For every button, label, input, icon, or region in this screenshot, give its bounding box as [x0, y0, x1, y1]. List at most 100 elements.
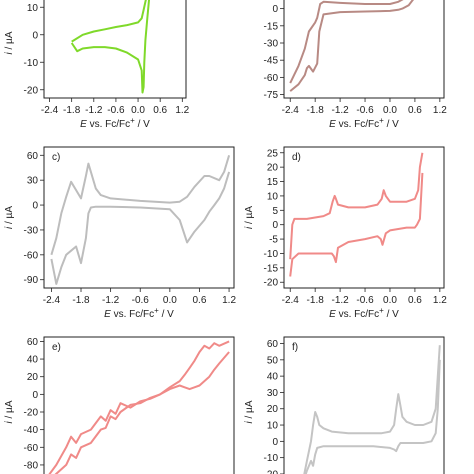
cv-trace-2 [50, 171, 231, 285]
panel-2: -2.4-1.8-1.2-0.60.00.61.2150-15-30-45-60… [264, 0, 447, 130]
panel-5: 60 40 20 0 -20 -40 -60 -80 e) i / µA [4, 336, 235, 474]
y-tick-label: 40 [267, 372, 279, 383]
y-tick-label: 10 [267, 191, 279, 202]
x-tick-label: -1.2 [331, 105, 349, 116]
x-tick-label: 0.6 [408, 295, 422, 306]
cv-trace-1 [48, 340, 230, 474]
panel-label: f) [292, 342, 298, 353]
x-tick-label: 1.2 [222, 295, 236, 306]
y-tick-label: -20 [24, 408, 39, 419]
y-tick-label: -15 [264, 21, 279, 32]
cv-trace-1 [71, 0, 147, 43]
y-tick-label: 15 [267, 177, 279, 188]
plot-frame [43, 0, 187, 99]
plot-frame [43, 146, 235, 289]
y-tick-label: -5 [269, 235, 278, 246]
y-tick-label: -60 [24, 443, 39, 454]
y-tick-label: -30 [264, 39, 279, 50]
panel-label: c) [52, 152, 60, 163]
cv-trace-1 [289, 0, 404, 84]
y-tick-label: -10 [264, 453, 279, 464]
panel-1: -2.4 -1.8 -1.2 -0.6 0.0 0.6 1.2 10 0 -10 -20 E vs. … [4, 0, 190, 130]
cv-trace-2 [289, 0, 414, 92]
x-tick-label: -1.2 [331, 295, 349, 306]
cv-trace-2 [54, 351, 230, 474]
x-tick-label: -2.4 [43, 295, 61, 306]
x-tick-label: 0.6 [153, 105, 167, 116]
y-tick-label: 50 [267, 355, 279, 366]
y-tick-label: 20 [267, 404, 279, 415]
cv-trace-1 [289, 152, 424, 260]
y-axis-label: i / µA [244, 206, 255, 229]
plot-frame [43, 336, 235, 474]
y-axis-label: i / µA [4, 400, 15, 423]
y-axis-label: i / µA [244, 400, 255, 423]
x-tick-label: -1.8 [63, 105, 81, 116]
y-axis-label: i / µA [4, 206, 15, 229]
x-tick-label: 1.2 [433, 295, 447, 306]
y-tick-label: -10 [264, 249, 279, 260]
y-tick-label: 30 [267, 388, 279, 399]
x-tick-label: -0.6 [356, 295, 374, 306]
x-tick-label: -1.8 [72, 295, 90, 306]
plot-frame [283, 336, 445, 474]
panel-4: -2.4 -1.8 -1.2 -0.6 0.0 0.6 1.2 25 20 15 10 5 0 -5 -10… [244, 146, 447, 320]
x-tick-label: 0.0 [383, 105, 397, 116]
y-tick-label: 0 [272, 437, 278, 448]
cv-trace-2 [304, 359, 441, 474]
y-axis-label: i / µA [4, 31, 15, 54]
y-tick-label: 0 [272, 4, 278, 15]
y-tick-label: 20 [267, 163, 279, 174]
x-tick-label: 0.0 [131, 105, 145, 116]
x-axis-label: E vs. Fc/Fc+ / V [80, 116, 150, 130]
y-tick-label: -60 [264, 73, 279, 84]
cv-trace-2 [289, 172, 424, 277]
x-tick-label: -0.6 [132, 295, 150, 306]
plot-frame [283, 146, 445, 289]
cv-trace-2 [70, 0, 151, 94]
panel-6: 60 50 40 30 20 10 0 -10 -20 f) i / µA [244, 336, 445, 474]
x-axis-label: E vs. Fc/Fc+ / V [104, 306, 174, 320]
y-tick-label: -30 [24, 225, 39, 236]
y-tick-label: -75 [264, 90, 279, 101]
x-tick-label: 0.0 [383, 295, 397, 306]
y-tick-label: -80 [24, 460, 39, 471]
y-tick-label: 25 [267, 148, 279, 159]
x-axis-label: E vs. Fc/Fc+ / V [329, 116, 399, 130]
panel-3: -2.4 -1.8 -1.2 -0.6 0.0 0.6 1.2 60 30 0 -30 -60 -90 c… [4, 146, 236, 320]
y-tick-label: 5 [272, 206, 278, 217]
x-tick-label: -0.6 [356, 105, 374, 116]
x-tick-label: -1.8 [307, 105, 325, 116]
cv-trace-1 [50, 155, 231, 256]
panel-label: e) [52, 342, 61, 353]
y-tick-label: -20 [24, 85, 39, 96]
x-tick-label: 0.6 [408, 105, 422, 116]
x-tick-label: -1.2 [102, 295, 120, 306]
x-tick-label: -1.2 [85, 105, 103, 116]
y-tick-label: 60 [27, 151, 39, 162]
y-tick-label: -15 [264, 263, 279, 274]
y-tick-label: -40 [24, 425, 39, 436]
y-tick-label: -20 [264, 469, 279, 474]
y-tick-label: 60 [27, 337, 39, 348]
panel-label: d) [292, 152, 301, 163]
y-tick-label: 0 [32, 201, 38, 212]
x-tick-label: 0.0 [163, 295, 177, 306]
y-tick-label: 0 [272, 220, 278, 231]
y-tick-label: -45 [264, 56, 279, 67]
y-tick-label: 40 [27, 355, 39, 366]
y-tick-label: -20 [264, 278, 279, 289]
x-tick-label: -0.6 [107, 105, 125, 116]
x-tick-label: 1.2 [433, 105, 447, 116]
x-tick-label: -2.4 [41, 105, 59, 116]
x-tick-label: -2.4 [282, 105, 300, 116]
y-tick-label: -60 [24, 250, 39, 261]
x-tick-label: 0.6 [193, 295, 207, 306]
x-axis-label: E vs. Fc/Fc+ / V [329, 306, 399, 320]
y-tick-label: 60 [267, 339, 279, 350]
x-tick-label: 1.2 [175, 105, 189, 116]
y-tick-label: 0 [32, 390, 38, 401]
y-tick-label: 0 [32, 30, 38, 41]
y-tick-label: 10 [27, 3, 39, 14]
